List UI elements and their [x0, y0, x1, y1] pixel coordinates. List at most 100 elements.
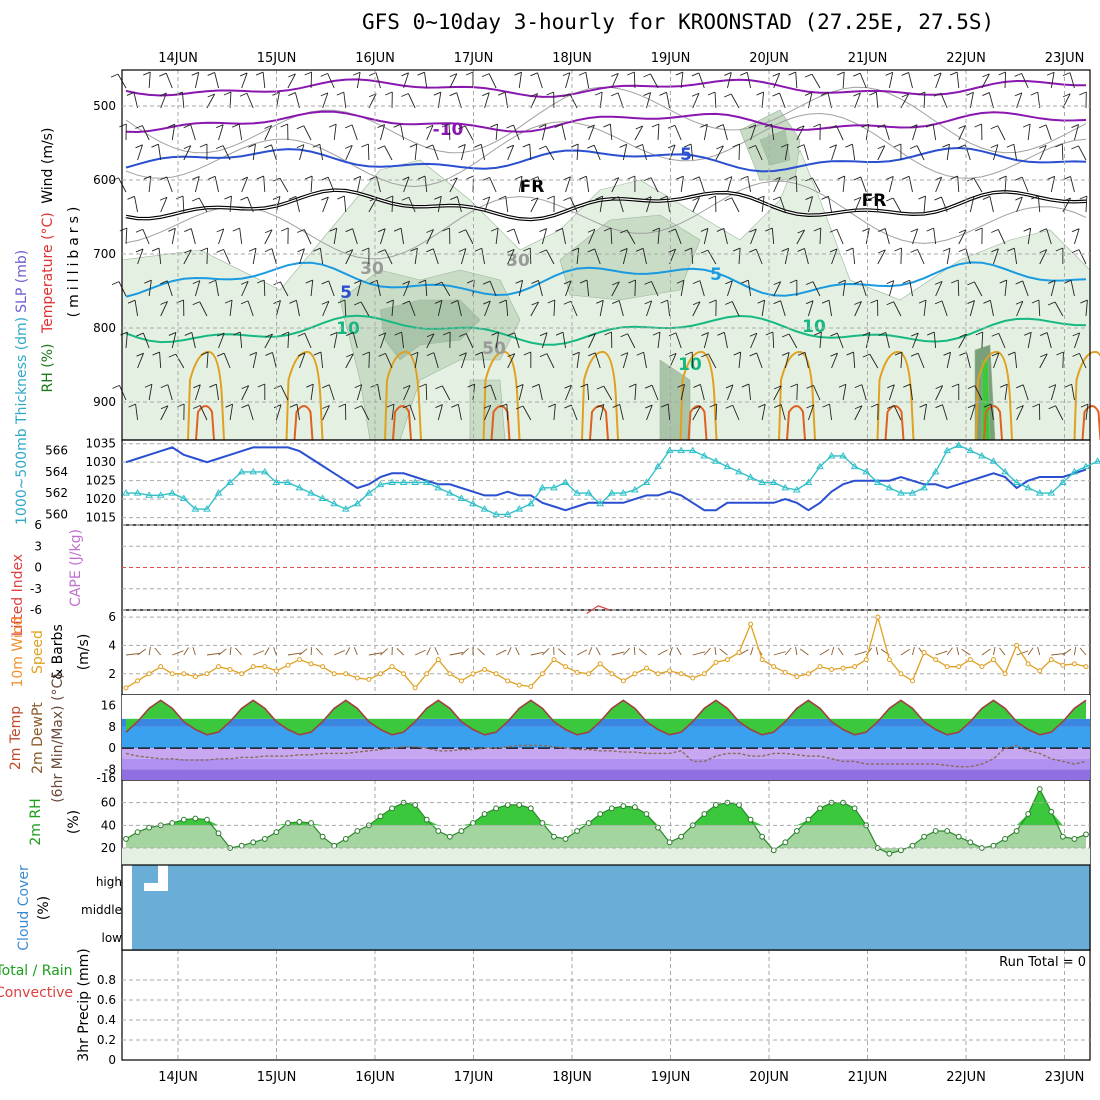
wind-barb — [852, 144, 856, 161]
temp-contour-minus5 — [125, 146, 1087, 173]
wind-barb — [166, 280, 173, 297]
wind-barb — [609, 124, 613, 141]
wind-barb-flag — [837, 71, 845, 76]
wind-barb — [831, 248, 838, 265]
wind-barb-flag — [449, 73, 458, 78]
wind-barb-flag — [288, 195, 297, 200]
wind-speed-point — [273, 668, 279, 674]
date-label-top: 22JUN — [946, 51, 986, 66]
wind-barb-flag — [128, 403, 136, 408]
wind-barb — [680, 384, 685, 401]
wind-barb — [310, 176, 313, 193]
wind-barb-flag — [490, 227, 499, 232]
wind-barb-flag — [999, 279, 1007, 284]
wind-barb-flag — [514, 175, 523, 180]
wind-barb-flag — [651, 123, 660, 128]
wind-barb-flag — [627, 71, 635, 76]
wind-barb-flag — [612, 300, 620, 304]
wind-barb-flag — [522, 143, 530, 148]
surface-wind-barb — [1016, 650, 1029, 656]
wind-barb — [1014, 352, 1018, 369]
wind-barb-flag — [305, 279, 313, 284]
wind-barb — [795, 175, 798, 193]
rh-point — [308, 820, 314, 826]
surface-wind-barb — [137, 648, 147, 656]
wind-barb-flag — [1079, 91, 1087, 96]
wind-barb — [400, 124, 405, 141]
surface-wind-barb — [172, 650, 184, 656]
wind-barb-flag — [806, 404, 814, 409]
wind-barb-flag — [548, 403, 556, 408]
wind-barb — [484, 92, 490, 109]
wind-barb — [852, 248, 856, 265]
wind-barb — [134, 300, 139, 317]
wind-barb-flag — [297, 229, 305, 233]
thickness-tick: 566 — [45, 444, 68, 458]
surface-wind-barb — [287, 652, 302, 656]
wind-barb-flag — [289, 403, 298, 408]
wind-barb — [391, 404, 395, 421]
wind-barb-flag — [353, 301, 362, 306]
wind-barb-flag — [272, 91, 280, 96]
wind-barb-flag — [531, 383, 540, 388]
wind-barb-flag — [1031, 299, 1040, 304]
wind-barb-flag — [499, 299, 507, 304]
wind-barb — [296, 404, 300, 421]
wind-barb — [715, 145, 724, 161]
slp-tick: 1015 — [85, 511, 116, 525]
wind-speed-point — [863, 657, 869, 663]
wind-barb — [935, 385, 944, 401]
wind-barb — [343, 196, 347, 213]
precip-ylabel: 3hr Precip (mm) — [76, 948, 92, 1061]
wind-barb-flag — [1039, 228, 1047, 233]
wind-barb — [183, 249, 192, 265]
wind-barb-flag — [458, 248, 467, 253]
wind-barb-flag — [991, 248, 999, 253]
wind-barb-flag — [845, 143, 853, 148]
wind-speed-point — [979, 664, 985, 670]
wind-barb-flag — [594, 91, 603, 96]
pressure-tick: 900 — [93, 395, 116, 409]
rh-point — [493, 805, 500, 812]
wind-barb-flag — [643, 73, 651, 78]
wind-barb — [657, 228, 660, 245]
wind-barb — [518, 72, 522, 89]
wind-barb — [884, 228, 890, 245]
wind-barb-flag — [377, 145, 385, 150]
wind-barb-flag — [143, 71, 151, 76]
rh-point — [377, 813, 384, 820]
wind-barb-flag — [531, 301, 539, 306]
wind-barb — [356, 280, 362, 297]
wind-barb-flag — [878, 249, 886, 254]
wind-barb-flag — [733, 351, 741, 356]
wind-barb — [1078, 249, 1087, 265]
thickness-point — [203, 505, 211, 512]
wind-barb-flag — [804, 73, 813, 78]
wind-barb — [622, 248, 628, 265]
thickness-point — [318, 494, 327, 501]
wind-barb-flag — [482, 92, 490, 97]
precip-tick: 0.8 — [97, 973, 116, 987]
date-label-bottom: 17JUN — [454, 1070, 494, 1085]
wind-barb — [576, 352, 580, 369]
contour-label: 30 — [506, 251, 530, 271]
wind-barb-flag — [572, 351, 580, 356]
wind-speed-point — [146, 671, 152, 677]
wind-barb — [667, 404, 671, 421]
wind-speed-point — [898, 671, 904, 677]
wind-barb-flag — [168, 227, 176, 232]
surface-wind-barb — [993, 646, 996, 656]
wind-barb — [403, 72, 409, 89]
rh-point — [204, 816, 210, 823]
wind-barb — [165, 72, 173, 89]
wind-barb — [707, 249, 717, 265]
wind-barb — [1038, 299, 1041, 317]
wind-barb-flag — [515, 279, 523, 284]
wind-barb-flag — [410, 247, 418, 252]
rh-point — [1083, 831, 1089, 838]
wind-speed-point — [389, 664, 395, 670]
wind-barb — [199, 301, 208, 317]
wind-barb — [1004, 176, 1007, 193]
surface-wind-barb — [819, 649, 830, 656]
wind-barb-flag — [425, 144, 433, 149]
